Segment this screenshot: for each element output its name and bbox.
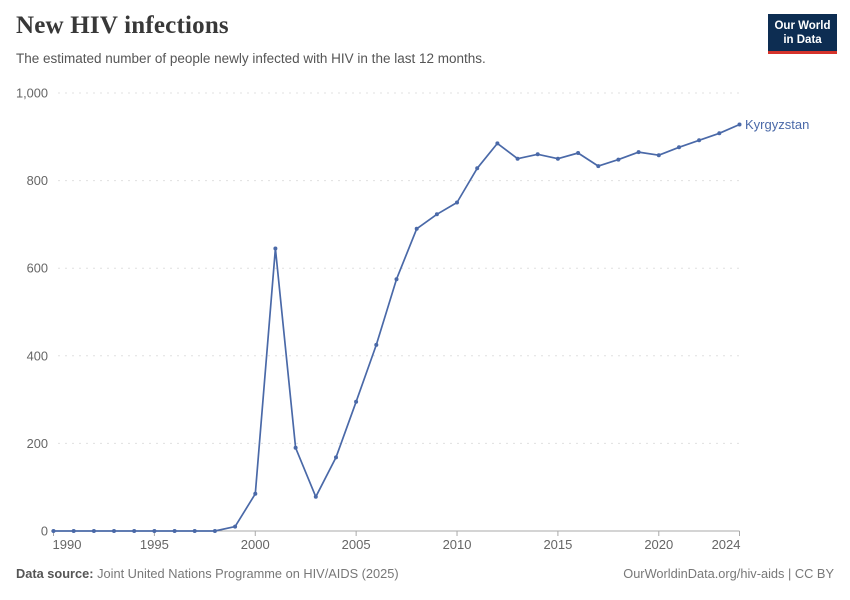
y-axis-label: 1,000	[16, 86, 48, 101]
x-axis-label: 2005	[342, 537, 371, 552]
data-source-label: Data source:	[16, 566, 94, 581]
footer-attribution: OurWorldinData.org/hiv-aids | CC BY	[623, 566, 834, 581]
data-point	[636, 150, 641, 155]
data-point	[717, 131, 722, 136]
data-point	[656, 153, 661, 158]
data-point	[475, 166, 480, 171]
line-chart-svg[interactable]: 0 200 400 600 800 1,000 1990 1995 2000 2005 2010 20…	[0, 75, 850, 565]
data-point	[555, 156, 560, 161]
owid-logo-line2: in Data	[783, 34, 822, 47]
y-axis-label: 600	[27, 261, 48, 276]
chart-subtitle: The estimated number of people newly inf…	[16, 51, 486, 66]
data-point	[677, 145, 681, 150]
data-point	[313, 494, 318, 499]
data-point	[91, 529, 96, 533]
data-point	[132, 529, 137, 533]
data-point	[51, 529, 56, 533]
data-point	[293, 445, 298, 450]
data-point	[152, 529, 157, 533]
data-point	[576, 151, 581, 155]
data-point	[697, 138, 702, 143]
y-axis-label: 400	[27, 348, 48, 363]
data-point	[737, 122, 742, 127]
owid-logo-line1: Our World	[774, 20, 831, 32]
data-point	[374, 342, 379, 347]
x-axis-label: 2020	[644, 537, 673, 552]
data-source-text: Joint United Nations Programme on HIV/AI…	[97, 566, 399, 581]
data-source: Data source: Joint United Nations Progra…	[16, 566, 399, 581]
data-point	[394, 277, 399, 282]
data-point	[253, 491, 258, 496]
data-line[interactable]	[53, 123, 740, 532]
data-point	[414, 226, 419, 231]
x-axis-label: 1990	[53, 537, 82, 552]
y-axis-label: 200	[27, 436, 48, 451]
data-point	[334, 455, 338, 460]
y-axis-label: 800	[27, 173, 48, 188]
data-point	[71, 529, 76, 533]
data-point	[273, 246, 278, 251]
chart-title: New HIV infections	[16, 12, 229, 39]
x-axis-label: 1995	[140, 537, 169, 552]
entity-label[interactable]: Kyrgyzstan	[745, 117, 809, 132]
data-point	[596, 164, 601, 169]
data-point	[616, 157, 621, 162]
data-point	[495, 141, 500, 146]
data-point	[112, 529, 116, 533]
data-point	[212, 529, 217, 533]
data-point	[455, 200, 459, 205]
chart-footer: Data source: Joint United Nations Progra…	[16, 566, 834, 581]
x-axis-label: 2015	[543, 537, 572, 552]
data-point	[354, 399, 359, 404]
x-axis-label: 2010	[443, 537, 472, 552]
data-point	[434, 212, 439, 217]
data-point	[233, 524, 238, 529]
data-point	[192, 529, 197, 533]
x-axis-label: 2000	[241, 537, 270, 552]
data-point	[535, 152, 540, 157]
x-axis-label: 2024	[712, 537, 741, 552]
data-point	[172, 529, 177, 533]
data-point	[515, 156, 520, 161]
y-axis-label: 0	[41, 524, 48, 539]
owid-logo: Our World in Data	[768, 14, 837, 55]
